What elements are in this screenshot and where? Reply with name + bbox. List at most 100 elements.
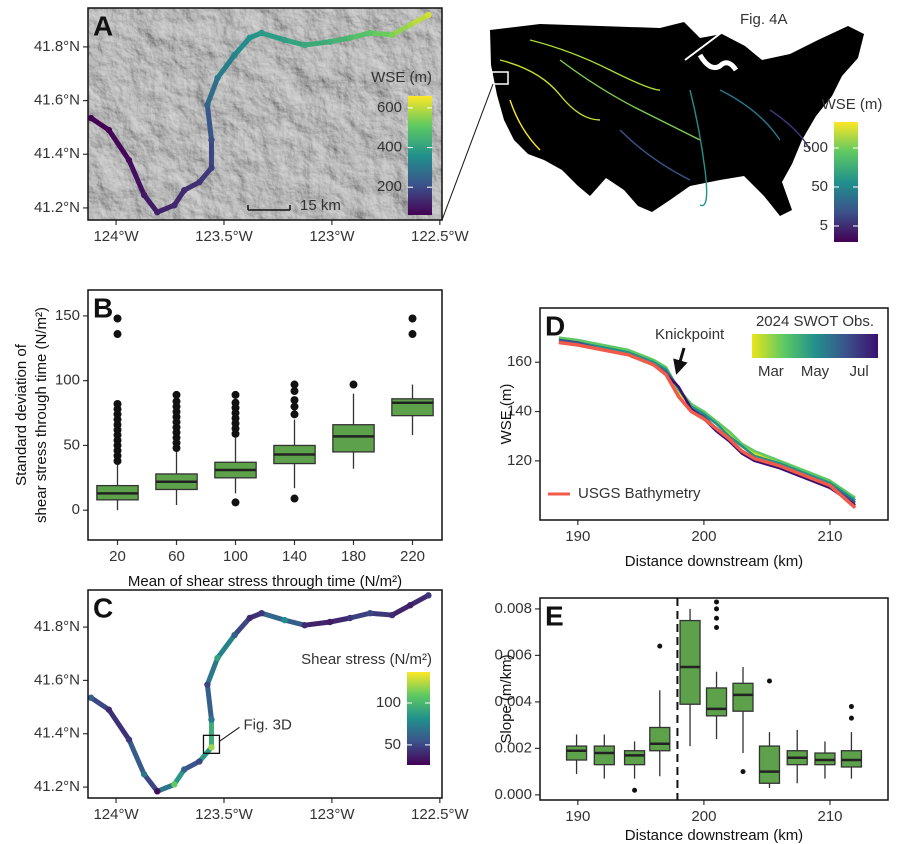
river-point [88,115,94,121]
colorbar-title: 2024 SWOT Obs. [756,313,874,330]
colorbar [834,122,858,242]
outlier [657,644,662,649]
river-segment [109,710,129,740]
y-tick-label: 41.6°N [34,92,80,109]
outlier [114,400,122,408]
river-point [389,612,395,618]
x-tick-label: 60 [168,548,185,565]
river-point [141,192,147,198]
outlier [291,381,299,389]
x-tick-label: 140 [282,548,307,565]
river-point [327,619,333,625]
x-tick-label: 220 [400,548,425,565]
x-tick-label: 124°W [93,228,139,245]
y-axis-title: Slope (m/km) [498,654,515,743]
panel-label: B [93,292,113,323]
y-axis-title: Standard deviation of [13,343,30,486]
river-point [214,75,220,81]
x-tick-label: 180 [341,548,366,565]
river-point [302,622,308,628]
y-tick-label: 160 [507,353,532,370]
outlier [849,716,854,721]
box [392,399,433,416]
river-point [327,39,333,45]
river-segment [144,774,157,791]
locator-line [442,84,493,220]
y-tick-label: 41.4°N [34,145,80,162]
outlier [350,381,358,389]
box [594,746,614,765]
x-tick-label: 200 [691,808,716,825]
outlier [173,391,181,399]
colorbar-label: May [801,363,830,380]
river-segment [305,622,330,625]
x-tick-label: 20 [109,548,126,565]
outlier [741,769,746,774]
y-tick-label: 41.6°N [34,671,80,688]
colorbar-tick-label: 200 [377,178,402,195]
outlier [291,396,299,404]
outlier [714,625,719,630]
panel-label: C [93,592,113,623]
colorbar-tick-label: 50 [811,178,828,195]
box [625,751,645,765]
y-axis-title: shear stress through time (N/m²) [33,307,50,523]
box [707,688,727,716]
river-point [231,52,237,58]
y-tick-label: 41.4°N [34,725,80,742]
figure: 15 km Fig. 4A Knickpoint 41.2°N41.4°N41.… [0,0,904,844]
y-tick-label: 50 [63,436,80,453]
outlier [714,606,719,611]
x-tick-label: 123°W [309,806,355,823]
y-tick-label: 0.000 [494,786,532,803]
outlier [114,330,122,338]
x-axis-title: Distance downstream (km) [625,827,803,844]
box [733,683,753,711]
colorbar-tick-label: 500 [803,139,828,156]
river-point [367,610,373,616]
x-tick-label: 122.5°W [411,806,470,823]
river-point [171,781,177,787]
colorbar [408,96,432,215]
scale-bar-label: 15 km [300,197,341,214]
river-point [258,610,264,616]
us-map [490,22,864,216]
y-axis-title: WSE (m) [498,384,515,445]
colorbar-label: Mar [758,363,784,380]
river-point [204,102,210,108]
outlier [232,391,240,399]
x-tick-label: 100 [223,548,248,565]
river-point [425,12,431,18]
river-point [154,788,160,794]
river-point [246,35,252,41]
y-tick-label: 41.2°N [34,778,80,795]
y-tick-label: 120 [507,452,532,469]
outlier [632,788,637,793]
river-point [347,35,353,41]
outlier [714,599,719,604]
box [567,746,587,760]
river-point [281,617,287,623]
x-tick-label: 190 [565,528,590,545]
outlier [291,495,299,503]
river-point [367,30,373,36]
river-point [126,736,132,742]
outlier [409,330,417,338]
outlier [232,399,240,407]
annotation: Fig. 4A [740,11,788,28]
river-point [281,37,287,43]
x-tick-label: 190 [565,808,590,825]
river-point [196,758,202,764]
river-point [302,42,308,48]
colorbar [407,672,430,765]
outlier [849,704,854,709]
colorbar-title: Shear stress (N/m²) [301,651,432,668]
river-point [171,202,177,208]
y-tick-label: 0.008 [494,600,532,617]
panel-label: E [545,600,564,631]
annotation: Fig. 3D [243,716,292,733]
colorbar-title: WSE (m) [822,96,883,113]
y-tick-label: 41.8°N [34,618,80,635]
y-tick-label: 41.2°N [34,199,80,216]
panel-label: D [545,310,565,341]
